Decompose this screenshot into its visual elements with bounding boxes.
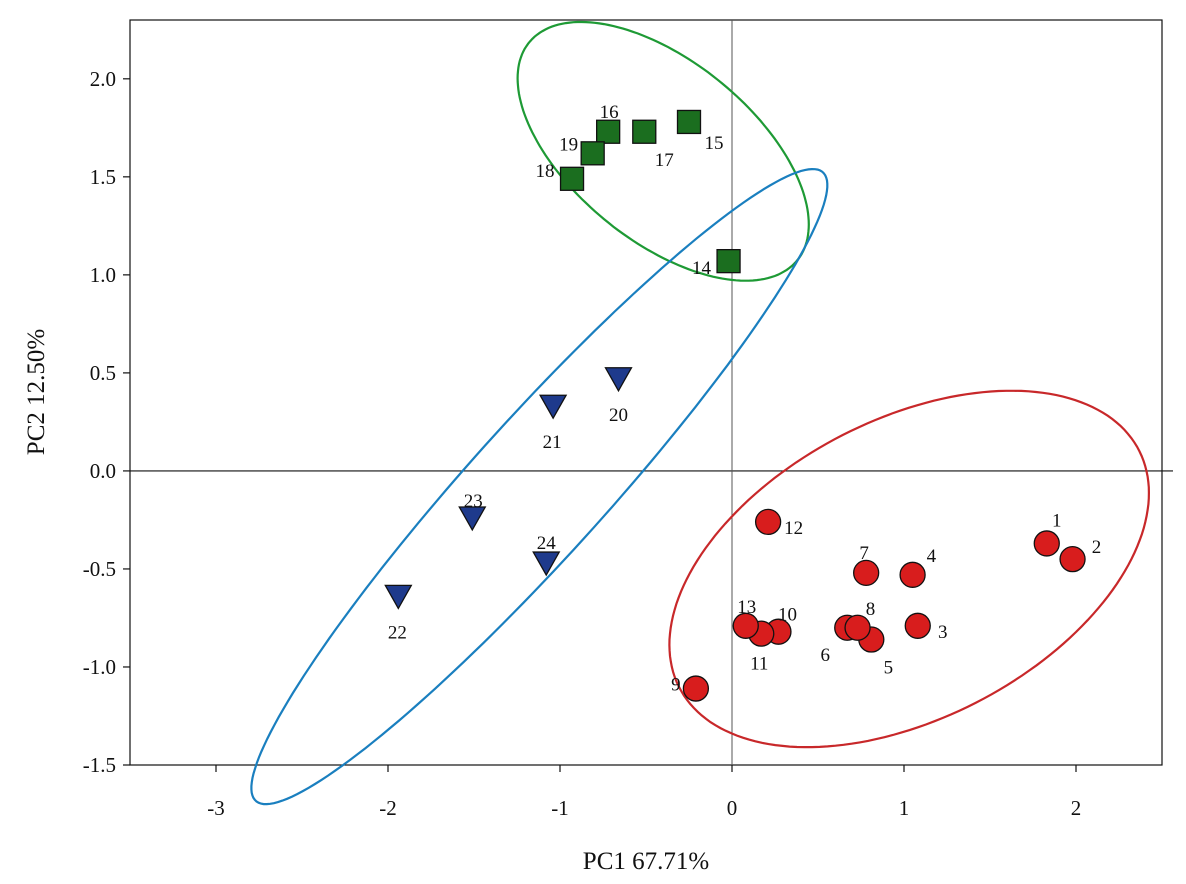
marker-point-12 xyxy=(754,508,782,536)
point-label-19: 19 xyxy=(559,134,578,155)
point-label-12: 12 xyxy=(784,518,803,539)
x-tick-label: -3 xyxy=(207,796,225,820)
point-label-3: 3 xyxy=(938,622,948,643)
point-label-11: 11 xyxy=(750,654,768,675)
x-tick-label: -1 xyxy=(551,796,569,820)
marker-point-15 xyxy=(676,109,702,135)
point-label-13: 13 xyxy=(737,597,756,618)
point-label-16: 16 xyxy=(600,102,619,123)
point-label-6: 6 xyxy=(820,645,830,666)
marker-point-21 xyxy=(539,394,568,420)
y-tick-label: 0.0 xyxy=(90,459,116,483)
marker-point-3 xyxy=(904,612,931,639)
point-label-17: 17 xyxy=(655,150,674,171)
plot-frame xyxy=(129,19,1163,766)
marker-point-4 xyxy=(899,561,926,588)
point-label-7: 7 xyxy=(859,543,869,564)
marker-point-16 xyxy=(596,119,621,144)
point-label-2: 2 xyxy=(1092,537,1102,558)
y-tick-label: 2.0 xyxy=(90,67,116,91)
y-tick-label: 0.5 xyxy=(90,361,116,385)
point-label-9: 9 xyxy=(671,675,681,696)
y-tick-label: 1.0 xyxy=(90,263,116,287)
x-tick-label: -2 xyxy=(379,796,397,820)
y-tick-label: -1.0 xyxy=(83,655,116,679)
green-group-ellipse xyxy=(516,20,810,282)
marker-point-13 xyxy=(732,612,759,639)
data-points xyxy=(384,109,1086,702)
y-tick-label: -1.5 xyxy=(83,753,116,777)
point-label-24: 24 xyxy=(537,533,557,554)
y-axis-title: PC2 12.50% xyxy=(23,329,50,455)
point-label-10: 10 xyxy=(778,605,797,626)
marker-point-14 xyxy=(716,248,741,274)
marker-point-17 xyxy=(632,119,657,144)
marker-point-19 xyxy=(580,141,605,166)
marker-point-1 xyxy=(1033,530,1060,557)
point-label-15: 15 xyxy=(705,133,724,154)
marker-point-8 xyxy=(844,614,871,641)
x-tick-label: 0 xyxy=(727,796,738,820)
point-label-14: 14 xyxy=(692,258,712,279)
point-label-4: 4 xyxy=(927,546,937,567)
axis-ticks: -3 -2 -1 0 1 2-1.5-1.0-0.50.00.51.01.52.0 xyxy=(83,67,1082,820)
y-tick-label: -0.5 xyxy=(83,557,116,581)
marker-point-24 xyxy=(532,551,561,577)
point-label-20: 20 xyxy=(609,405,628,426)
point-label-1: 1 xyxy=(1052,510,1062,531)
x-tick-label: 1 xyxy=(899,796,910,820)
marker-point-2 xyxy=(1059,545,1086,573)
marker-point-22 xyxy=(384,584,413,610)
marker-point-7 xyxy=(853,559,880,587)
point-label-8: 8 xyxy=(866,599,876,620)
point-label-5: 5 xyxy=(884,658,894,679)
x-tick-label: 2 xyxy=(1071,796,1082,820)
marker-point-9 xyxy=(682,675,710,702)
marker-point-20 xyxy=(604,367,633,393)
point-label-21: 21 xyxy=(543,432,562,453)
zero-lines xyxy=(130,20,1173,765)
x-axis-title: PC1 67.71% xyxy=(583,848,709,875)
blue-group-ellipse xyxy=(250,167,829,806)
point-label-22: 22 xyxy=(388,622,407,643)
red-group-ellipse xyxy=(668,389,1151,749)
y-tick-label: 1.5 xyxy=(90,165,116,189)
confidence-ellipses xyxy=(250,20,1151,806)
marker-point-18 xyxy=(559,166,585,191)
point-label-23: 23 xyxy=(464,491,483,512)
point-label-18: 18 xyxy=(536,161,555,182)
marker-point-23 xyxy=(458,506,487,532)
